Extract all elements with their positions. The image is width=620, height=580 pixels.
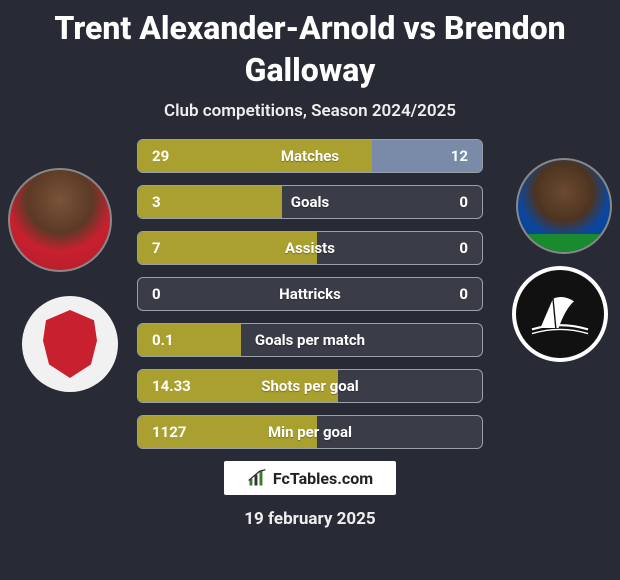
date-label: 19 february 2025 — [0, 509, 620, 529]
player1-value: 0.1 — [138, 324, 188, 356]
subtitle: Club competitions, Season 2024/2025 — [0, 101, 620, 121]
brand-label: FcTables.com — [273, 469, 373, 488]
stat-row: Hattricks0 0 — [137, 277, 483, 311]
stat-label: Hattricks — [138, 278, 482, 310]
player1-avatar — [8, 168, 112, 272]
player1-value: 3 — [138, 186, 175, 218]
stat-label: Matches — [138, 140, 482, 172]
player1-value: 29 — [138, 140, 183, 172]
player2-value: 0 — [445, 278, 482, 310]
stat-label: Goals per match — [138, 324, 482, 356]
player2-value: 0 — [445, 232, 482, 264]
player2-avatar — [516, 158, 612, 254]
player2-value: 12 — [437, 140, 482, 172]
stats-container: Matches2912Goals30Assists70Hattricks00Go… — [137, 139, 483, 449]
player2-value: 0 — [445, 186, 482, 218]
player2-value — [454, 370, 482, 402]
page-title: Trent Alexander-Arnold vs Brendon Gallow… — [0, 0, 620, 95]
stat-label: Goals — [138, 186, 482, 218]
stat-row: Assists7 0 — [137, 231, 483, 265]
player1-value: 7 — [138, 232, 175, 264]
player1-club-badge — [22, 296, 118, 392]
liverpool-crest-icon — [40, 310, 100, 378]
brand-badge: FcTables.com — [224, 461, 396, 495]
plymouth-crest-icon — [525, 279, 595, 349]
player1-value: 14.33 — [138, 370, 205, 402]
brand-chart-icon — [247, 468, 267, 488]
player1-value: 0 — [138, 278, 175, 310]
stat-label: Assists — [138, 232, 482, 264]
stat-row: Min per goal1127 — [137, 415, 483, 449]
stat-row: Goals3 0 — [137, 185, 483, 219]
stat-row: Goals per match0.1 — [137, 323, 483, 357]
stat-row: Shots per goal14.33 — [137, 369, 483, 403]
stat-row: Matches29 12 — [137, 139, 483, 173]
player2-club-badge — [512, 266, 608, 362]
player2-value — [454, 416, 482, 448]
player2-value — [454, 324, 482, 356]
player1-value: 1127 — [138, 416, 200, 448]
